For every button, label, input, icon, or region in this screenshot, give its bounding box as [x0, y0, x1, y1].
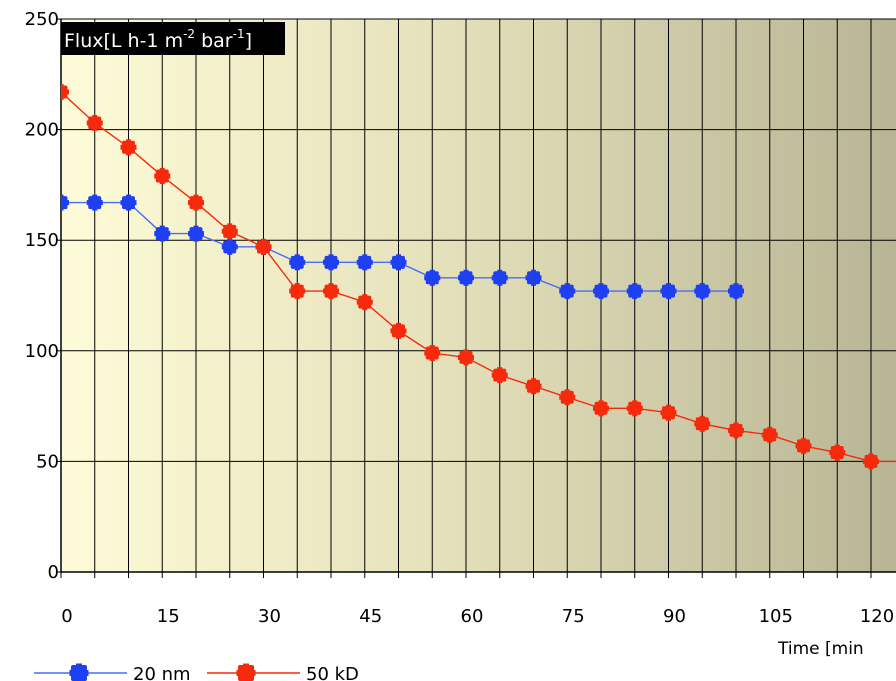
data-point-50kd [694, 415, 711, 432]
legend: 20 nm 50 kD [34, 663, 359, 681]
x-tick-label: 45 [359, 606, 382, 627]
data-point-50kd [356, 294, 373, 311]
plot-background [61, 19, 896, 572]
y-tick-label: 200 [25, 120, 59, 141]
data-point-50kd [154, 168, 171, 185]
y-axis-title-end: ] [245, 30, 252, 52]
data-point-20nm [356, 254, 373, 271]
data-point-20nm [424, 269, 441, 286]
x-axis-title: Time [min [777, 639, 864, 659]
data-point-50kd [424, 345, 441, 362]
data-point-50kd [120, 139, 137, 156]
data-point-50kd [255, 238, 272, 255]
data-point-20nm [728, 283, 744, 300]
y-axis-title-exp2: -1 [233, 27, 245, 41]
legend-marker-20nm [69, 663, 89, 681]
y-axis-title-unit: [L h-1 m [104, 30, 184, 52]
data-point-20nm [491, 269, 508, 286]
data-point-50kd [61, 83, 69, 100]
data-point-20nm [323, 254, 339, 271]
y-tick-labels: 0 50 100 150 200 250 [25, 9, 59, 583]
y-tick-label: 250 [25, 9, 59, 30]
x-tick-label: 75 [562, 606, 585, 627]
data-point-20nm [694, 283, 711, 300]
x-tick-label: 30 [258, 606, 281, 627]
series-50kd [61, 83, 896, 470]
x-tick-label: 0 [61, 606, 72, 627]
data-point-50kd [829, 444, 846, 461]
y-axis-title-box [61, 22, 285, 55]
y-tick-label: 50 [36, 451, 59, 472]
y-tick-label: 150 [25, 230, 59, 251]
y-tick-label: 0 [48, 562, 59, 583]
y-axis-title-mid: bar [195, 30, 233, 52]
data-point-50kd [559, 389, 576, 406]
legend-label-50kd: 50 kD [306, 664, 359, 681]
series-layer [61, 83, 896, 470]
x-tick-label: 15 [157, 606, 180, 627]
data-point-50kd [323, 283, 339, 300]
y-axis-title-main: Flux [64, 30, 104, 52]
data-point-20nm [61, 194, 69, 211]
data-point-50kd [491, 367, 508, 384]
data-point-20nm [559, 283, 576, 300]
legend-label-20nm: 20 nm [133, 664, 191, 681]
data-point-50kd [863, 453, 879, 470]
data-point-50kd [289, 283, 306, 300]
data-point-20nm [86, 194, 103, 211]
data-point-20nm [660, 283, 677, 300]
y-axis-title: Flux[L h-1 m-2 bar-1] [64, 27, 252, 52]
series-20nm [61, 194, 744, 300]
data-point-50kd [86, 114, 103, 131]
data-point-20nm [188, 225, 204, 242]
data-point-50kd [525, 378, 542, 395]
data-point-20nm [289, 254, 306, 271]
data-point-50kd [795, 437, 812, 454]
data-point-20nm [593, 283, 609, 300]
data-point-50kd [728, 422, 744, 439]
data-point-50kd [221, 223, 238, 240]
axes [56, 18, 896, 578]
data-point-20nm [221, 238, 238, 255]
data-point-20nm [458, 269, 474, 286]
x-tick-label: 90 [663, 606, 686, 627]
data-point-50kd [593, 400, 609, 417]
x-tick-label: 60 [461, 606, 484, 627]
y-axis-title-exp1: -2 [183, 27, 195, 41]
x-tick-label: 105 [759, 606, 793, 627]
data-point-50kd [761, 426, 778, 443]
data-point-20nm [626, 283, 643, 300]
y-tick-label: 100 [25, 341, 59, 362]
data-point-50kd [626, 400, 643, 417]
x-tick-labels: 0 15 30 45 60 75 90 105 120 [61, 606, 894, 627]
data-point-20nm [390, 254, 407, 271]
data-point-20nm [120, 194, 137, 211]
data-point-20nm [525, 269, 542, 286]
x-tick-label: 120 [860, 606, 894, 627]
data-point-50kd [458, 349, 474, 366]
data-point-50kd [390, 322, 407, 339]
data-point-50kd [660, 404, 677, 421]
legend-marker-50kd [236, 663, 256, 681]
data-point-50kd [188, 194, 204, 211]
data-point-20nm [154, 225, 171, 242]
